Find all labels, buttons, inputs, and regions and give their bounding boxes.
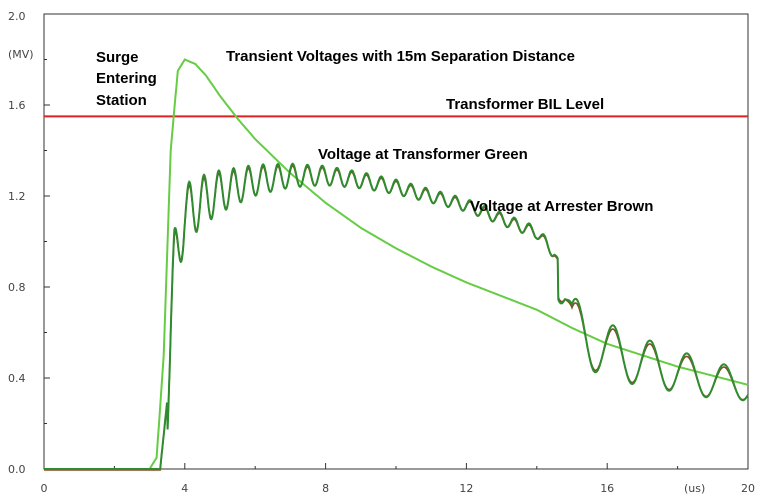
y-tick-label-0.0: 0.0: [8, 463, 26, 476]
y-axis-unit-label: (MV): [8, 48, 34, 61]
y-tick-label-1.2: 1.2: [8, 190, 26, 203]
y-tick-label-0.8: 0.8: [8, 281, 26, 294]
transformer-annotation: Voltage at Transformer Green: [318, 146, 528, 163]
surge-annotation-line3: Station: [96, 92, 147, 109]
x-tick-label-12: 12: [459, 482, 473, 495]
x-tick-label-4: 4: [181, 482, 188, 495]
x-tick-label-8: 8: [322, 482, 329, 495]
transformer-voltage-line: [44, 162, 749, 470]
x-axis-ticks: 0 4 8 12 16 20: [41, 463, 755, 495]
x-tick-label-0: 0: [41, 482, 48, 495]
y-tick-label-0.4: 0.4: [8, 372, 26, 385]
arrester-annotation: Voltage at Arrester Brown: [470, 198, 653, 215]
y-axis-ticks: 0.0 0.4 0.8 1.2 1.6 2.0: [8, 10, 50, 476]
chart-title: Transient Voltages with 15m Separation D…: [226, 48, 575, 65]
x-tick-label-20: 20: [741, 482, 755, 495]
bil-annotation: Transformer BIL Level: [446, 96, 604, 113]
y-tick-label-1.6: 1.6: [8, 99, 26, 112]
x-axis-unit-label: (us): [684, 482, 705, 495]
surge-entering-station-line: [44, 58, 749, 470]
surge-annotation-line1: Surge: [96, 49, 139, 66]
surge-annotation-line2: Entering: [96, 70, 157, 87]
y-tick-label-2.0: 2.0: [8, 10, 26, 23]
plot-frame: [43, 13, 749, 470]
x-tick-label-16: 16: [600, 482, 614, 495]
